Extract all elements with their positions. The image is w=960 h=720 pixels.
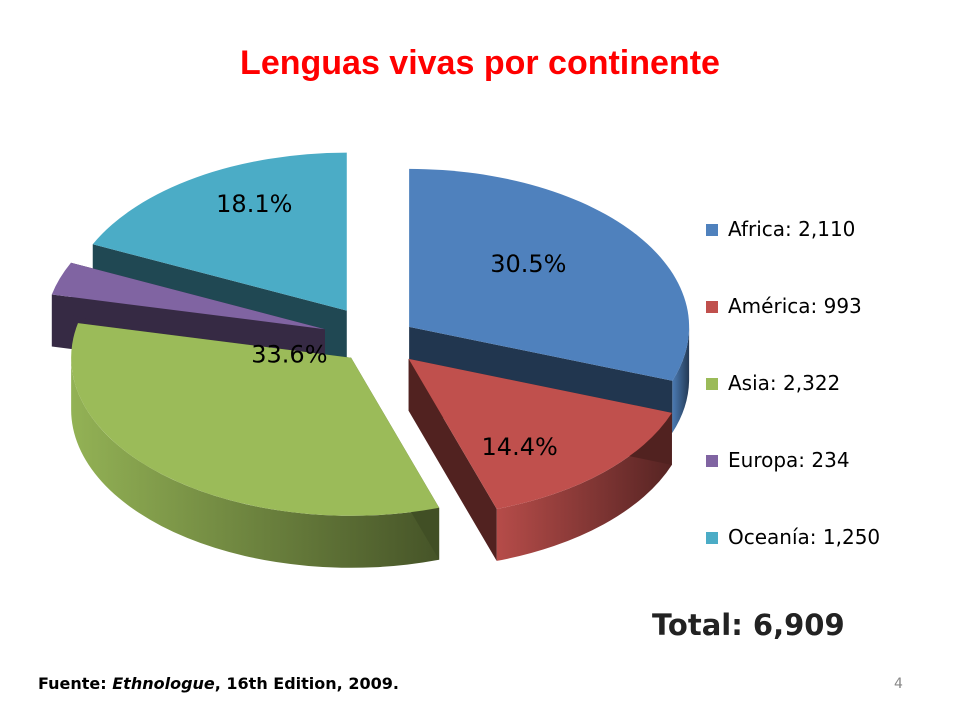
legend-label-oceania: Oceanía: 1,250 <box>728 525 881 549</box>
legend-swatch-africa <box>706 224 718 236</box>
legend-label-africa: Africa: 2,110 <box>728 217 856 241</box>
legend-item-africa: Africa: 2,110 <box>706 215 926 245</box>
data-label-asia: 33.6% <box>251 341 327 369</box>
pie-cut-america-1 <box>408 358 497 561</box>
total-label: Total: 6,909 <box>652 608 845 642</box>
data-label-africa: 30.5% <box>490 250 566 278</box>
source-suffix: , 16th Edition, 2009. <box>214 674 399 693</box>
legend-item-america: América: 993 <box>706 292 926 322</box>
pie-top-oceania <box>92 152 347 311</box>
data-label-oceania: 18.1% <box>216 190 292 218</box>
legend-item-asia: Asia: 2,322 <box>706 369 926 399</box>
pie-top-america <box>408 358 672 509</box>
chart-title: Lenguas vivas por continente <box>240 44 720 82</box>
legend-swatch-america <box>706 301 718 313</box>
legend-swatch-asia <box>706 378 718 390</box>
pie-top-europa <box>51 262 325 330</box>
data-label-america: 14.4% <box>482 433 558 461</box>
pie-side-africa <box>672 326 690 433</box>
pie-slice-asia <box>71 323 440 568</box>
pie-slice-america <box>408 358 672 561</box>
legend-label-america: América: 993 <box>728 294 862 318</box>
legend-label-asia: Asia: 2,322 <box>728 371 841 395</box>
legend-swatch-europa <box>706 455 718 467</box>
source-prefix: Fuente: <box>38 674 113 693</box>
page-number: 4 <box>894 676 903 692</box>
pie-top-africa <box>409 168 690 381</box>
pie-side-asia <box>71 357 440 568</box>
source-work: Ethnologue <box>112 674 215 693</box>
pie-top-asia <box>71 323 440 516</box>
legend-item-oceania: Oceanía: 1,250 <box>706 523 926 553</box>
legend-item-europa: Europa: 234 <box>706 446 926 476</box>
legend-swatch-oceania <box>706 532 718 544</box>
source-note: Fuente: Ethnologue, 16th Edition, 2009. <box>38 674 399 693</box>
pie-side-america <box>496 412 672 561</box>
legend-label-europa: Europa: 234 <box>728 448 850 472</box>
